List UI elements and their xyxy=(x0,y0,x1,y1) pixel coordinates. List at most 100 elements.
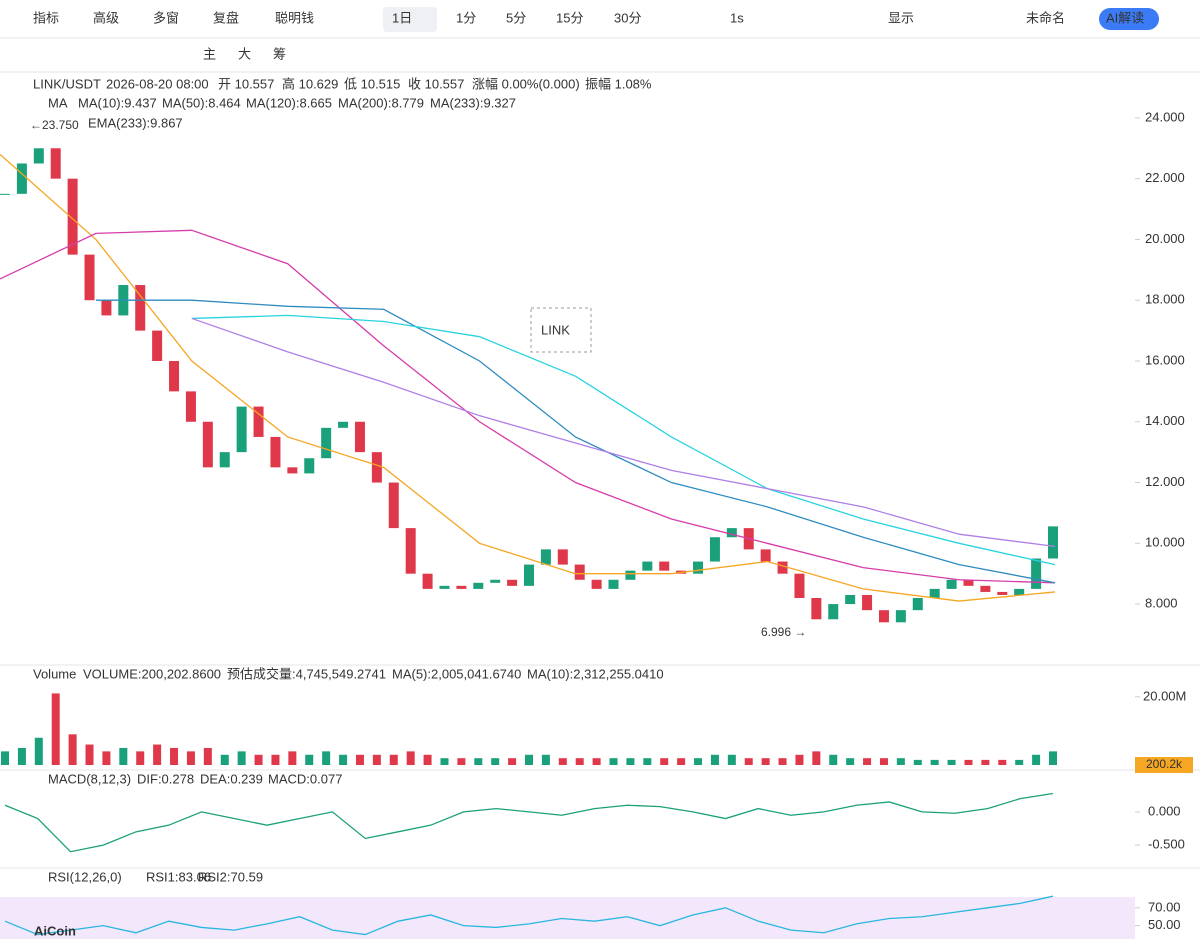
logo: AiCoin xyxy=(34,923,76,938)
indicator-line xyxy=(4,895,1054,936)
candle xyxy=(946,579,957,589)
volume-bar xyxy=(795,754,804,765)
candle xyxy=(101,300,112,316)
volume-bar xyxy=(846,758,855,765)
candle xyxy=(169,360,180,392)
volume-bar xyxy=(778,758,787,765)
candle xyxy=(574,564,585,580)
candle xyxy=(473,582,484,589)
ma-value: MA(233):9.327 xyxy=(430,95,516,110)
volume-bar xyxy=(406,751,415,765)
toolbar-item[interactable]: 聪明钱 xyxy=(275,10,314,25)
candle xyxy=(304,458,315,474)
candle xyxy=(929,588,940,599)
candle xyxy=(67,178,78,255)
toolbar-item[interactable]: 多窗 xyxy=(153,10,179,25)
toolbar-item[interactable]: 复盘 xyxy=(213,10,239,25)
pane-value: MA(10):2,312,255.0410 xyxy=(527,666,664,681)
pane-label: DIF:0.278 xyxy=(137,771,194,786)
volume-bar xyxy=(626,758,635,765)
text-box-label[interactable]: LINK xyxy=(541,322,570,337)
candle xyxy=(642,561,653,571)
toolbar-item[interactable]: 5分 xyxy=(506,10,526,25)
candle xyxy=(439,585,450,589)
volume-bar xyxy=(186,751,195,765)
current-tag xyxy=(1135,757,1193,773)
toolbar-item[interactable]: 30分 xyxy=(614,10,641,25)
volume-bar xyxy=(203,747,212,765)
volume-bar xyxy=(170,747,179,765)
volume-bar xyxy=(474,758,483,765)
volume-bar xyxy=(863,758,872,765)
volume-bar xyxy=(440,758,449,765)
volume-bar xyxy=(322,751,331,765)
candle xyxy=(557,549,568,565)
annotation: ←23.750 xyxy=(30,118,79,132)
candle xyxy=(0,193,10,195)
toolbar-item[interactable]: 1日 xyxy=(392,10,412,25)
toolbar-item[interactable]: 15分 xyxy=(556,10,583,25)
y-tick-label: 0.000 xyxy=(1148,803,1181,818)
ema-value: EMA(233):9.867 xyxy=(88,115,183,130)
volume-bar xyxy=(491,758,500,765)
header-field: 低 10.515 xyxy=(344,76,400,91)
volume-bar xyxy=(677,758,686,765)
toolbar-item[interactable]: 指标 xyxy=(33,10,59,25)
candle xyxy=(659,561,670,571)
indicator-line xyxy=(4,792,1054,853)
volume-bar xyxy=(423,754,432,765)
text-box[interactable] xyxy=(530,307,592,353)
volume-bar xyxy=(981,759,990,765)
toolbar-item[interactable]: AI解读 xyxy=(1106,10,1144,25)
y-tick-label: 10.000 xyxy=(1145,535,1185,550)
toolbar-item[interactable]: 高级 xyxy=(93,10,119,25)
volume-bar xyxy=(271,754,280,765)
volume-bar xyxy=(508,758,517,765)
draw-tool[interactable]: 主 xyxy=(203,46,216,61)
y-tick-label: 70.00 xyxy=(1148,899,1181,914)
y-tick-label: 24.000 xyxy=(1145,109,1185,124)
ai-button[interactable] xyxy=(1099,8,1159,30)
draw-tool[interactable]: 筹 xyxy=(273,46,286,61)
volume-bar xyxy=(254,754,263,765)
candle xyxy=(490,579,501,583)
candle xyxy=(1014,588,1025,595)
ma-label: MA xyxy=(48,95,68,110)
pane-label: RSI(12,26,0) xyxy=(48,869,122,884)
volume-bar xyxy=(136,751,145,765)
candle xyxy=(371,452,382,483)
y-tick-label: 22.000 xyxy=(1145,170,1185,185)
y-tick-label: -0.500 xyxy=(1148,837,1185,852)
candle xyxy=(338,421,349,428)
toolbar-item[interactable]: 1s xyxy=(730,10,744,25)
candle xyxy=(540,549,551,565)
volume-bar xyxy=(525,754,533,765)
toolbar-item[interactable]: 未命名 xyxy=(1026,10,1065,25)
volume-bar xyxy=(457,758,466,765)
candle xyxy=(980,585,991,592)
candle xyxy=(693,561,704,574)
header-field: 高 10.629 xyxy=(282,76,338,91)
candle xyxy=(963,579,974,586)
toolbar-item[interactable]: 1分 xyxy=(456,10,476,25)
candle xyxy=(726,528,737,538)
toolbar-item[interactable]: 显示 xyxy=(888,10,914,25)
pane-label: MACD(8,12,3) xyxy=(48,771,131,786)
volume-bar xyxy=(998,759,1007,765)
ma-value: MA(10):9.437 xyxy=(78,95,157,110)
volume-bar xyxy=(220,754,229,765)
y-tick-label: 14.000 xyxy=(1145,413,1185,428)
y-tick-label: 18.000 xyxy=(1145,292,1185,307)
pane-value: 预估成交量:4,745,549.2741 xyxy=(227,666,386,681)
draw-tool[interactable]: 大 xyxy=(238,46,251,61)
volume-bar xyxy=(305,754,314,765)
active-tab[interactable] xyxy=(383,7,437,32)
candle xyxy=(456,585,467,589)
volume-bar xyxy=(879,758,888,765)
candle xyxy=(878,610,889,623)
candle xyxy=(608,579,619,589)
ma-value: MA(120):8.665 xyxy=(246,95,332,110)
candle xyxy=(135,285,146,331)
